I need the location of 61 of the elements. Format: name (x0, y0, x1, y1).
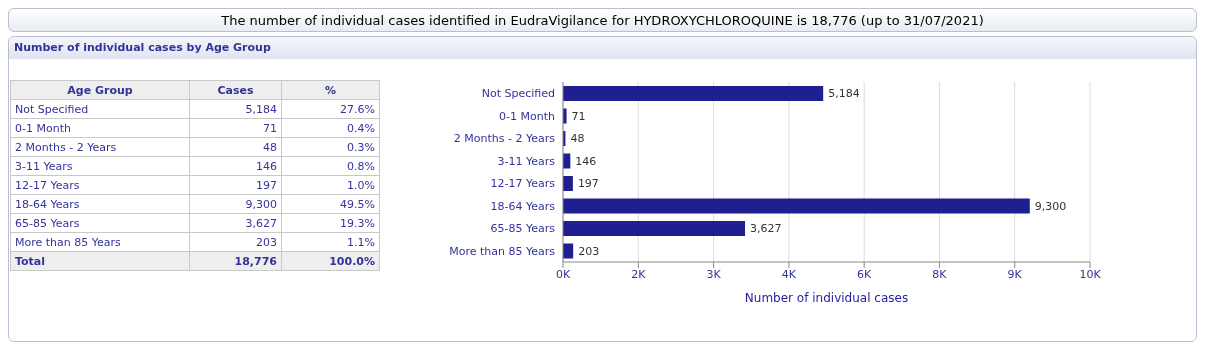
text: 1.1% (281, 232, 380, 252)
bar (563, 198, 1030, 214)
text: % (281, 80, 380, 100)
x-tick-label: 10K (1079, 267, 1102, 281)
x-axis-title: Number of individual cases (744, 291, 909, 305)
x-tick-label: 3K (706, 267, 722, 281)
text: 49.5% (281, 194, 380, 214)
text: 146 (255, 159, 277, 173)
text: 19.3% (281, 213, 380, 233)
text: 18,776 (189, 251, 282, 271)
text: The number of individual cases identified in EudraVigilance for HYDROXYCHLOROQUINE is 18,776 (up to 31/07/2021) (221, 12, 984, 28)
text: Number of individual cases by Age Group (9, 37, 1196, 59)
text: 197 (255, 178, 277, 192)
text: 0.4% (281, 118, 380, 138)
text: 5,184 (245, 102, 277, 116)
y-tick-label: 3-11 Years (497, 154, 556, 168)
y-tick-label: 65-85 Years (490, 222, 556, 236)
data-label: 3,627 (750, 222, 782, 236)
data-label: 48 (570, 132, 585, 146)
text: Cases (189, 80, 282, 100)
text: 27.6% (281, 99, 380, 119)
y-tick-label: 2 Months - 2 Years (453, 132, 556, 146)
text: 0.8% (281, 156, 380, 176)
bar (563, 221, 746, 236)
category-label: 12-17 Years (10, 175, 190, 195)
x-tick-label: 4K (781, 267, 797, 281)
text: 9,300 (245, 197, 277, 211)
category-label: More than 85 Years (10, 232, 190, 252)
data-label: 9,300 (1034, 199, 1067, 213)
category-label: 2 Months - 2 Years (10, 137, 190, 157)
text: 48 (262, 140, 277, 154)
text: 71 (262, 121, 277, 135)
x-tick-label: 0K (555, 267, 571, 281)
text: 203 (255, 235, 277, 249)
category-label: Not Specified (10, 99, 190, 119)
bar (563, 86, 824, 101)
y-tick-label: Not Specified (481, 87, 555, 101)
y-tick-label: 12-17 Years (490, 177, 556, 191)
category-label: 3-11 Years (10, 156, 190, 176)
y-tick-label: 18-64 Years (490, 199, 556, 213)
x-tick-label: 2K (631, 267, 647, 281)
bar (563, 176, 573, 191)
text: 0.3% (281, 137, 380, 157)
text: Total (10, 251, 190, 271)
text: 1.0% (281, 175, 380, 195)
category-label: 0-1 Month (10, 118, 190, 138)
data-label: 197 (577, 177, 599, 191)
category-label: 18-64 Years (10, 194, 190, 214)
x-tick-label: 6K (857, 267, 873, 281)
data-label: 71 (571, 109, 586, 123)
x-tick-label: 9K (1007, 267, 1023, 281)
text: Age Group (10, 80, 190, 100)
text: 100.0% (281, 251, 380, 271)
x-tick-label: 8K (932, 267, 948, 281)
data-label: 203 (578, 244, 600, 258)
text: 3,627 (245, 216, 277, 230)
y-tick-label: 0-1 Month (499, 109, 556, 123)
data-label: 5,184 (828, 87, 860, 101)
y-tick-label: More than 85 Years (449, 244, 556, 258)
category-label: 65-85 Years (10, 213, 190, 233)
data-label: 146 (575, 154, 597, 168)
